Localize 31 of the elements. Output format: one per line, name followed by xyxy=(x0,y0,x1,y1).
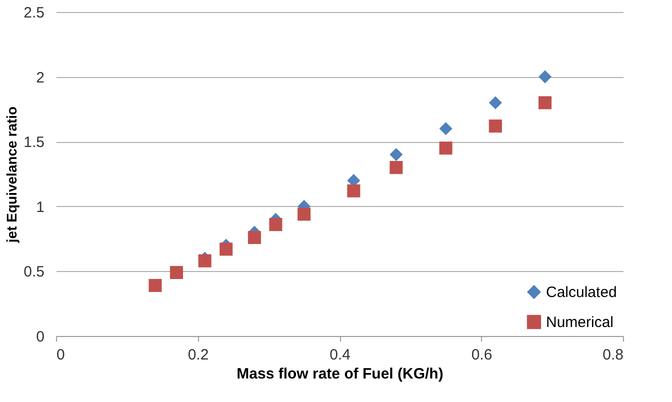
x-tick-label: 0.4 xyxy=(330,346,350,364)
y-tick-label: 2 xyxy=(36,69,44,86)
point xyxy=(148,278,162,292)
point xyxy=(538,70,552,84)
legend-label: Numerical xyxy=(546,314,614,331)
x-tick-label: 0.8 xyxy=(602,346,624,364)
y-axis-title: jet Equivelance ratio xyxy=(4,106,20,244)
point xyxy=(390,161,403,174)
x-axis-title: Mass flow rate of Fuel (KG/h) xyxy=(236,366,444,382)
point xyxy=(298,208,311,221)
point xyxy=(488,96,502,110)
point xyxy=(248,230,261,244)
point xyxy=(538,96,552,110)
point xyxy=(390,148,403,162)
y-tick-label: 2.5 xyxy=(24,4,44,22)
point xyxy=(488,120,502,133)
point xyxy=(220,242,233,256)
legend-label: Calculated xyxy=(546,284,617,301)
y-tick-label: 0.5 xyxy=(24,264,44,281)
point xyxy=(198,254,212,268)
point xyxy=(269,218,282,232)
x-tick-label: 0.6 xyxy=(471,346,492,364)
x-tick-label: 0.2 xyxy=(188,346,209,364)
y-tick-label: 1 xyxy=(36,198,44,216)
y-tick-label: 1.5 xyxy=(24,134,44,152)
point xyxy=(439,122,452,136)
y-tick-label: 0 xyxy=(36,328,44,346)
x-tick-label: 0 xyxy=(56,346,65,364)
point xyxy=(170,266,184,280)
point xyxy=(439,142,452,155)
point xyxy=(347,184,360,198)
